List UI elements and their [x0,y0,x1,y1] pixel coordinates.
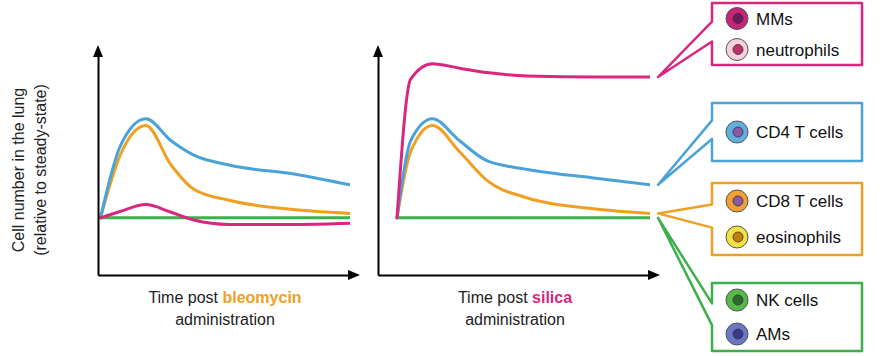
cell-icon [726,121,748,143]
legend-label: eosinophils [756,228,841,247]
chart-1: Time post silica administration [373,45,660,328]
x-axis-title-part: Time post [148,289,222,306]
cell-icon [726,190,748,212]
callout-box [658,103,862,185]
cell-icon [726,289,748,311]
cell-nucleus [733,127,743,137]
series-line [397,216,650,219]
series-line [101,205,350,225]
x-axis [379,275,651,276]
series-line [397,125,650,217]
callout-box [658,218,862,351]
callout-box [658,3,862,77]
cell-icon [726,8,748,30]
axis-line [379,275,651,277]
legend-label: neutrophils [756,41,839,60]
axis-line [99,275,351,277]
callout-box [658,183,862,255]
legend-label: MMs [756,10,793,29]
legend-label: AMs [756,325,790,344]
series-line [101,216,350,219]
x-axis-title-part: silica [532,289,572,306]
x-axis-title: administration [465,311,565,328]
y-axis [378,56,379,276]
y-arrow [373,45,383,57]
x-axis-title-part: bleomycin [222,289,301,306]
cell-nucleus [733,196,743,206]
x-arrow [648,270,660,280]
cell-nucleus [733,14,743,24]
x-arrow [348,270,360,280]
cell-icon [726,226,748,248]
x-axis-title-part: Time post [458,289,532,306]
x-axis-title-part: administration [465,311,565,328]
legend-label: CD8 T cells [756,192,843,211]
x-axis-title: administration [175,311,275,328]
y-axis-title: Cell number in the lung [10,88,27,253]
cell-nucleus [733,295,743,305]
series-line [397,64,650,218]
plot-area [101,119,350,225]
series-line [101,119,350,218]
x-axis-title-part: administration [175,311,275,328]
series-line [101,125,350,217]
cell-nucleus [733,329,743,339]
legend: MMs neutrophils CD4 T cells CD8 T cells eosi… [658,3,862,351]
cell-nucleus [733,45,743,55]
legend-label: NK cells [756,291,818,310]
plot-area [397,64,650,218]
x-axis-title: Time post bleomycin [148,289,301,306]
legend-label: CD4 T cells [756,123,843,142]
series-line [397,119,650,218]
x-axis-title: Time post silica [458,289,572,306]
axis-line [98,56,100,276]
cell-icon [726,39,748,61]
axis-line [378,56,380,276]
y-arrow [93,45,103,57]
chart-0: Time post bleomycin administration Cell nu… [10,45,360,328]
x-axis [99,275,351,276]
y-axis [98,56,99,276]
cell-nucleus [733,232,743,242]
y-axis-title: (relative to steady-state) [32,84,49,256]
cell-icon [726,323,748,345]
figure: Time post bleomycin administration Cell nu… [0,0,880,356]
